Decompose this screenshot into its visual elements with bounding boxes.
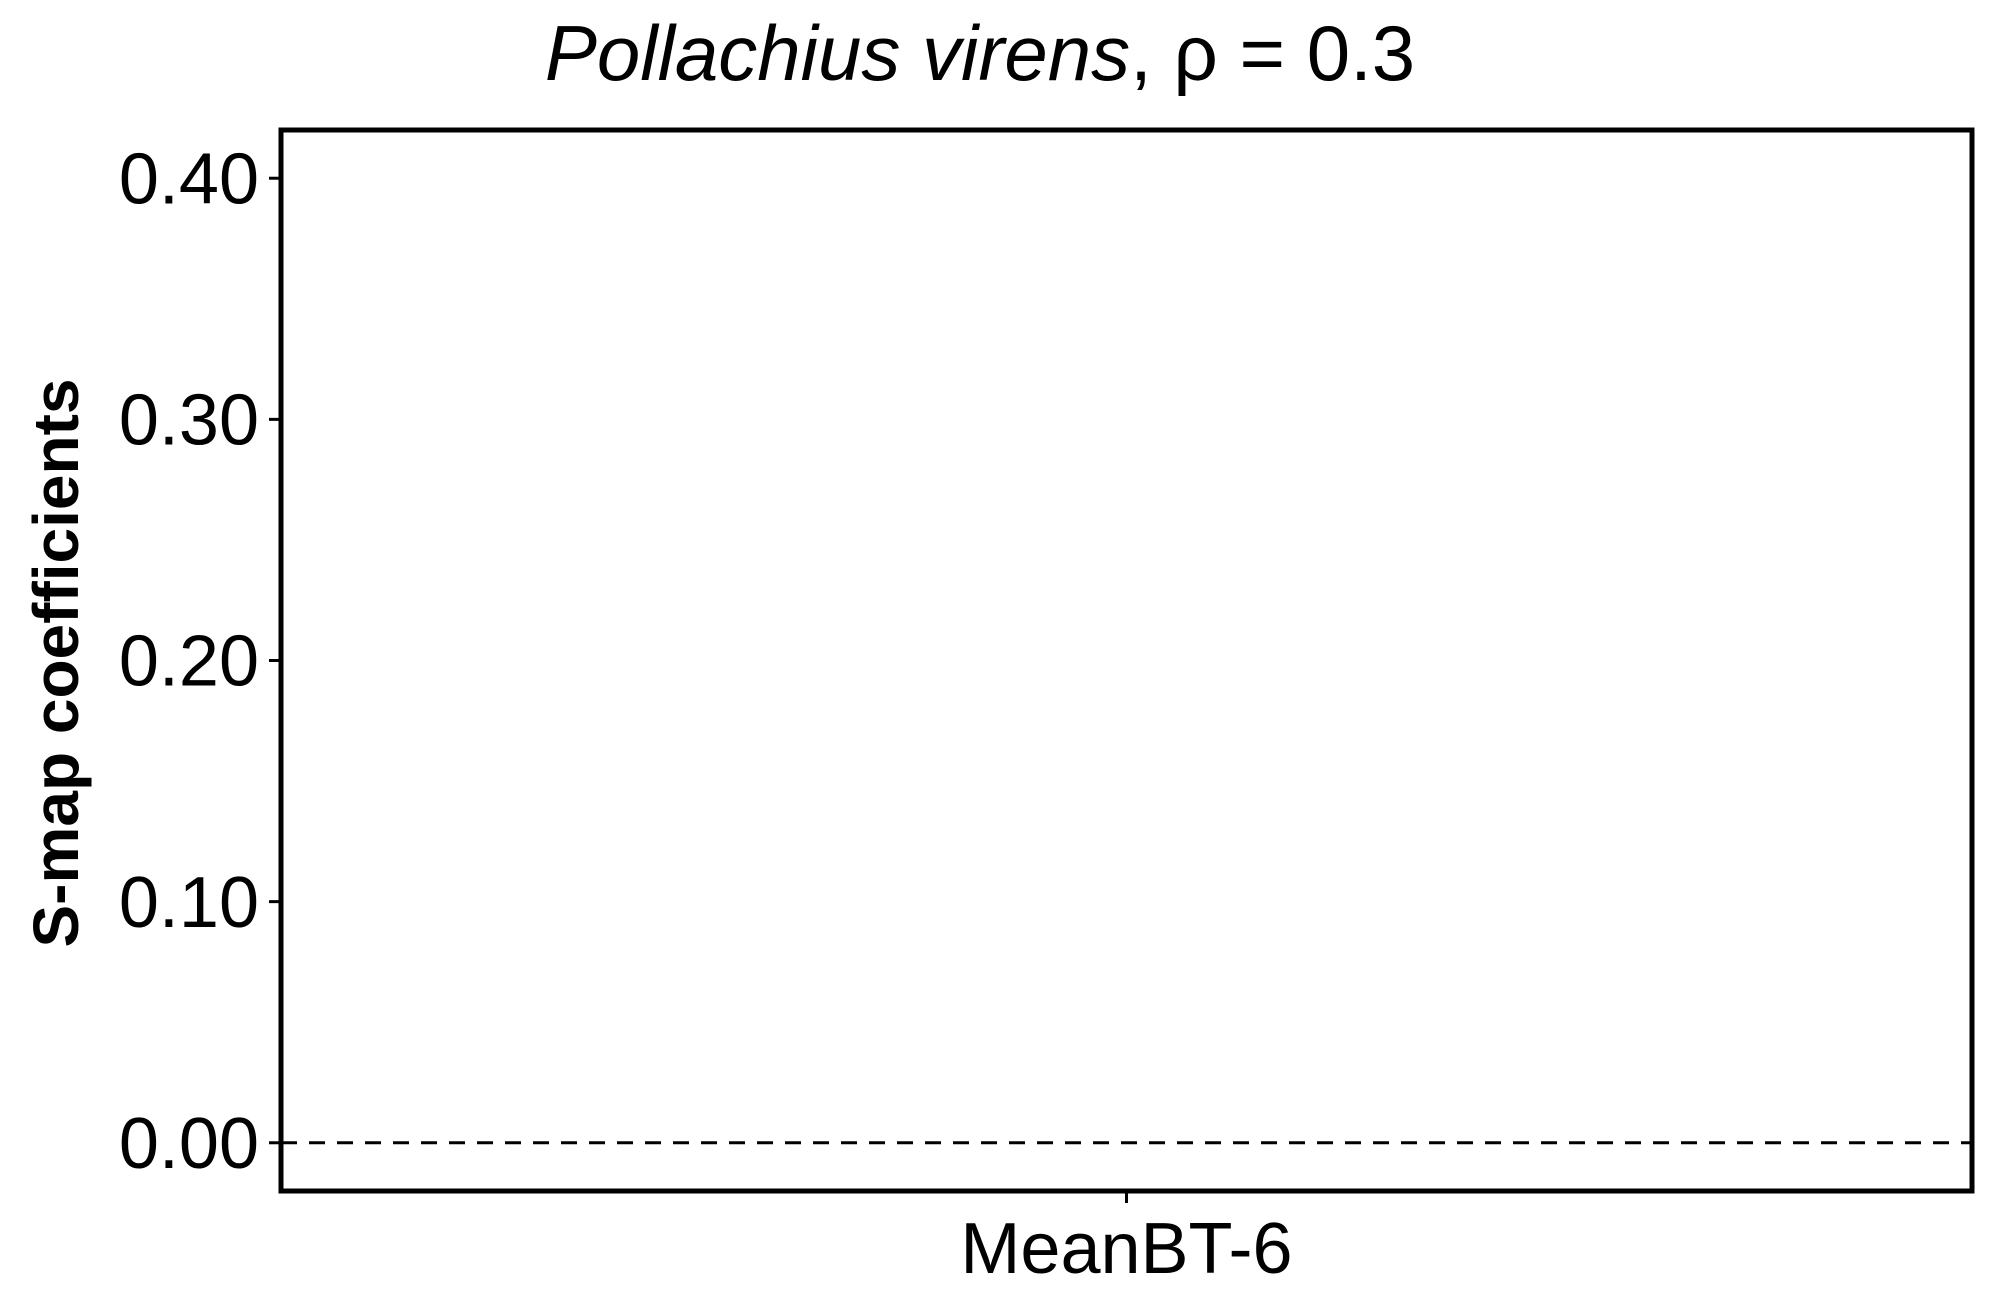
y-tick-label: 0.10: [119, 863, 259, 943]
y-tick-label: 0.40: [119, 139, 259, 219]
x-axis: MeanBT-6: [960, 1191, 1293, 1289]
x-tick-label: MeanBT-6: [960, 1209, 1292, 1289]
plot-panel-border: [278, 127, 1975, 1194]
chart-title-suffix: , ρ = 0.3: [1130, 9, 1415, 97]
y-tick-label: 0.30: [119, 381, 259, 461]
chart-title-species: Pollachius virens: [545, 9, 1130, 97]
y-tick-label: 0.20: [119, 622, 259, 702]
chart-title: Pollachius virens, ρ = 0.3: [545, 9, 1415, 97]
y-axis-title: S-map coefficients: [20, 378, 92, 947]
y-tick-label: 0.00: [119, 1104, 259, 1184]
y-axis: 0.00 0.10 0.20 0.30 0.40: [119, 139, 281, 1184]
